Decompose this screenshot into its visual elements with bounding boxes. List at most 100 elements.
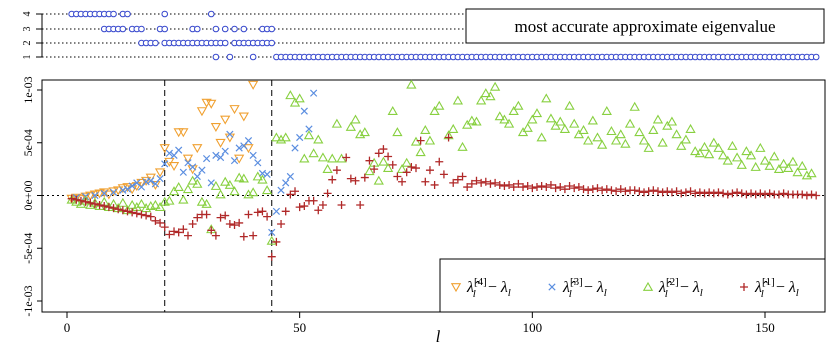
data-point [337, 200, 346, 209]
top-series-1 [212, 53, 820, 61]
top-point [268, 25, 276, 33]
data-point [160, 223, 169, 232]
y-ticks: -1e-03 -5e-04 0e+00 5e-04 1e-03 [21, 76, 42, 317]
data-point [435, 157, 444, 166]
x-tick-label: 0 [64, 320, 71, 335]
data-point [182, 184, 194, 194]
data-point [159, 144, 170, 154]
data-point [556, 183, 565, 192]
data-point [402, 168, 411, 177]
data-point [314, 206, 323, 215]
data-point [137, 210, 146, 219]
data-point [85, 199, 96, 209]
data-point [67, 194, 76, 203]
legend-label: λ̂[2] l − λl [658, 276, 703, 300]
series-4 [67, 133, 821, 261]
top-point [193, 25, 201, 33]
data-point [629, 101, 640, 111]
data-point [466, 115, 477, 125]
top-y-tick-label: 4 [22, 12, 33, 17]
data-point [230, 157, 239, 165]
data-point [100, 202, 109, 211]
data-point [434, 100, 445, 110]
top-points [68, 10, 820, 61]
legend-box [439, 258, 826, 313]
data-point [249, 151, 257, 160]
data-point [328, 175, 337, 184]
data-point [644, 187, 653, 196]
data-point [635, 187, 644, 196]
data-point [545, 113, 557, 123]
data-point [764, 160, 775, 170]
data-point [638, 135, 650, 145]
data-point [179, 168, 187, 176]
data-point [365, 156, 374, 165]
data-point [514, 179, 523, 188]
data-point [202, 210, 211, 219]
data-point [128, 182, 136, 190]
data-point [221, 147, 229, 155]
data-point [235, 218, 244, 227]
data-point [667, 188, 676, 197]
data-point [267, 252, 276, 261]
data-point [714, 188, 723, 197]
x-axis-label: l [436, 327, 441, 346]
data-point [202, 154, 211, 163]
top-point [138, 25, 145, 33]
data-point [285, 90, 296, 100]
data-point [161, 160, 169, 168]
data-point [196, 196, 208, 206]
data-point [439, 170, 448, 179]
data-point [81, 197, 90, 206]
data-point [351, 176, 360, 185]
data-point [671, 129, 682, 139]
data-point [317, 152, 329, 162]
data-point [263, 170, 271, 179]
data-point [123, 207, 132, 216]
data-points [66, 79, 821, 261]
data-point [393, 172, 402, 181]
data-point [206, 99, 217, 109]
data-point [215, 138, 226, 148]
data-point [481, 177, 490, 186]
data-point [430, 180, 439, 189]
data-point [700, 189, 709, 198]
data-point [123, 185, 132, 193]
data-point [494, 111, 505, 121]
data-point [728, 189, 737, 198]
data-point [154, 202, 166, 212]
data-point [634, 127, 645, 137]
data-point [95, 200, 104, 209]
data-point [621, 187, 630, 196]
data-point [346, 174, 355, 183]
data-point [271, 132, 282, 142]
data-point [282, 179, 290, 187]
data-point [536, 132, 547, 142]
data-point [685, 123, 696, 133]
legend-entry-3: λ̂[2] l − λl [642, 276, 703, 300]
data-point [486, 179, 495, 188]
data-point [234, 172, 245, 182]
data-point [607, 186, 616, 195]
data-point [424, 135, 436, 145]
data-point [648, 124, 659, 134]
data-point [136, 198, 147, 208]
data-point [126, 199, 138, 209]
data-point [666, 116, 678, 126]
data-point [509, 183, 518, 192]
top-point [226, 53, 234, 61]
data-point [378, 156, 389, 166]
y-tick-label: 0e+00 [21, 180, 35, 210]
data-point [463, 183, 472, 192]
data-point [596, 139, 608, 149]
data-point [212, 151, 220, 160]
data-point [188, 219, 197, 228]
data-point [91, 191, 99, 200]
data-point [779, 189, 788, 198]
data-point [235, 144, 243, 152]
data-point [374, 149, 383, 158]
data-point [742, 190, 751, 199]
data-point [156, 218, 165, 227]
data-point [769, 151, 780, 161]
